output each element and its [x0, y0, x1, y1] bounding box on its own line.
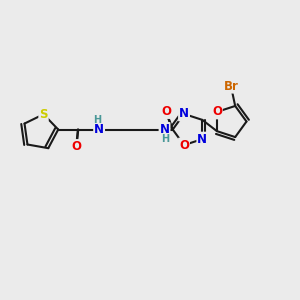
Text: O: O — [179, 139, 189, 152]
Text: N: N — [179, 107, 189, 120]
Text: N: N — [160, 123, 170, 136]
Text: N: N — [197, 133, 207, 146]
Text: O: O — [71, 140, 81, 153]
Text: Br: Br — [224, 80, 238, 93]
Text: H: H — [93, 115, 101, 125]
Text: O: O — [161, 105, 171, 118]
Text: H: H — [161, 134, 169, 144]
Text: S: S — [39, 108, 48, 121]
Text: O: O — [212, 105, 222, 119]
Text: N: N — [94, 123, 104, 136]
